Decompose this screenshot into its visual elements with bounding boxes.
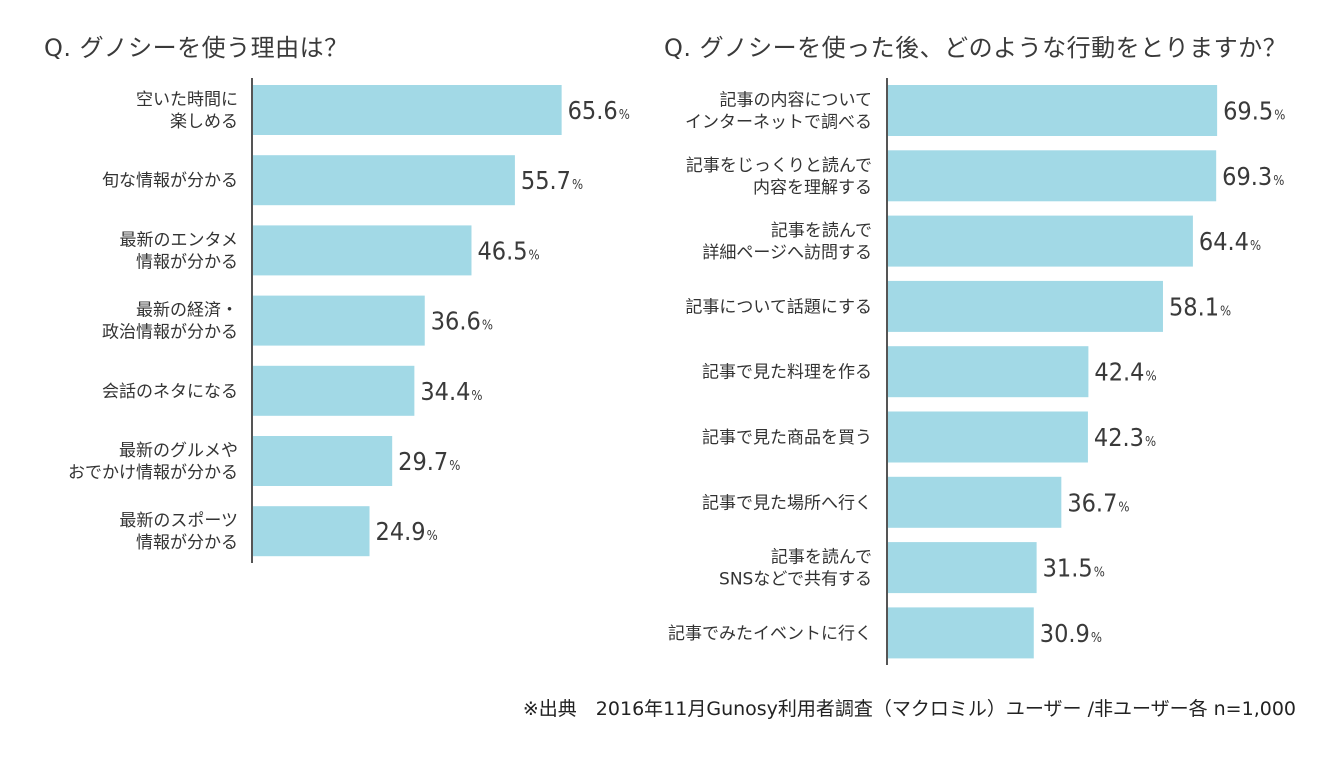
right-bar xyxy=(887,85,1218,136)
left-value-label: 29.7% xyxy=(398,447,460,476)
right-category-label: 記事を読んで xyxy=(771,221,872,241)
right-category-label: SNSなどで共有する xyxy=(719,570,872,590)
left-category-label: 旬な情報が分かる xyxy=(102,171,238,191)
left-value-label: 65.6% xyxy=(568,96,630,125)
left-category-label: 楽しめる xyxy=(170,112,238,132)
left-bar xyxy=(252,295,425,346)
right-category-label: 記事をじっくりと読んで xyxy=(686,156,872,176)
right-chart-title: Q. グノシーを使った後、どのような行動をとりますか？ xyxy=(664,34,1288,62)
right-value-label: 31.5% xyxy=(1043,554,1105,583)
left-category-label: 空いた時間に xyxy=(136,90,238,110)
left-category-label: 最新のスポーツ xyxy=(119,511,238,531)
right-value-label: 69.3% xyxy=(1222,162,1284,191)
left-bar xyxy=(252,436,393,486)
right-value-label: 64.4% xyxy=(1199,227,1261,256)
left-bar xyxy=(252,85,562,135)
right-value-label: 69.5% xyxy=(1223,97,1285,126)
left-bar xyxy=(252,506,370,557)
right-category-label: 記事を読んで xyxy=(771,548,872,568)
left-value-label: 36.6% xyxy=(431,307,493,336)
right-value-label: 30.9% xyxy=(1040,619,1102,648)
right-bar xyxy=(887,607,1034,659)
left-chart-title: Q. グノシーを使う理由は？ xyxy=(44,34,349,62)
right-category-label: インターネットで調べる xyxy=(685,113,872,133)
right-category-label: 記事で見た料理を作る xyxy=(702,363,872,383)
left-value-label: 55.7% xyxy=(521,166,583,195)
right-value-label: 36.7% xyxy=(1067,488,1129,517)
left-category-label: 情報が分かる xyxy=(136,533,238,553)
left-category-label: 会話のネタになる xyxy=(102,382,238,402)
left-bar xyxy=(252,365,415,416)
right-value-label: 58.1% xyxy=(1169,292,1231,321)
right-bar xyxy=(887,215,1193,267)
right-category-label: 記事について話題にする xyxy=(685,297,872,317)
right-bar xyxy=(887,150,1217,202)
right-category-label: 記事の内容について xyxy=(720,91,873,111)
right-category-label: 記事でみたイベントに行く xyxy=(668,624,872,644)
right-category-label: 記事で見た商品を買う xyxy=(702,428,872,448)
left-category-label: 政治情報が分かる xyxy=(102,323,238,343)
right-value-label: 42.3% xyxy=(1094,423,1156,452)
right-category-label: 内容を理解する xyxy=(753,178,872,198)
right-bar xyxy=(887,411,1088,463)
left-category-label: おでかけ情報が分かる xyxy=(68,463,238,483)
left-value-label: 24.9% xyxy=(376,517,438,546)
left-value-label: 34.4% xyxy=(420,377,482,406)
source-note: ※出典 2016年11月Gunosy利用者調査（マクロミル）ユーザー /非ユーザ… xyxy=(522,698,1296,720)
left-bar xyxy=(252,225,472,276)
right-bar xyxy=(887,542,1037,594)
right-bar xyxy=(887,346,1089,398)
right-value-label: 42.4% xyxy=(1094,358,1156,387)
right-bar xyxy=(887,280,1163,332)
right-category-label: 記事で見た場所へ行く xyxy=(702,493,872,513)
left-category-label: 最新のエンタメ xyxy=(120,230,239,250)
left-value-label: 46.5% xyxy=(477,236,539,265)
left-category-label: 最新の経済・ xyxy=(136,301,238,321)
left-bar xyxy=(252,155,515,206)
left-category-label: 情報が分かる xyxy=(136,252,238,272)
right-category-label: 詳細ページへ訪問する xyxy=(702,243,872,263)
right-bar xyxy=(887,476,1062,528)
left-category-label: 最新のグルメや xyxy=(119,441,238,461)
